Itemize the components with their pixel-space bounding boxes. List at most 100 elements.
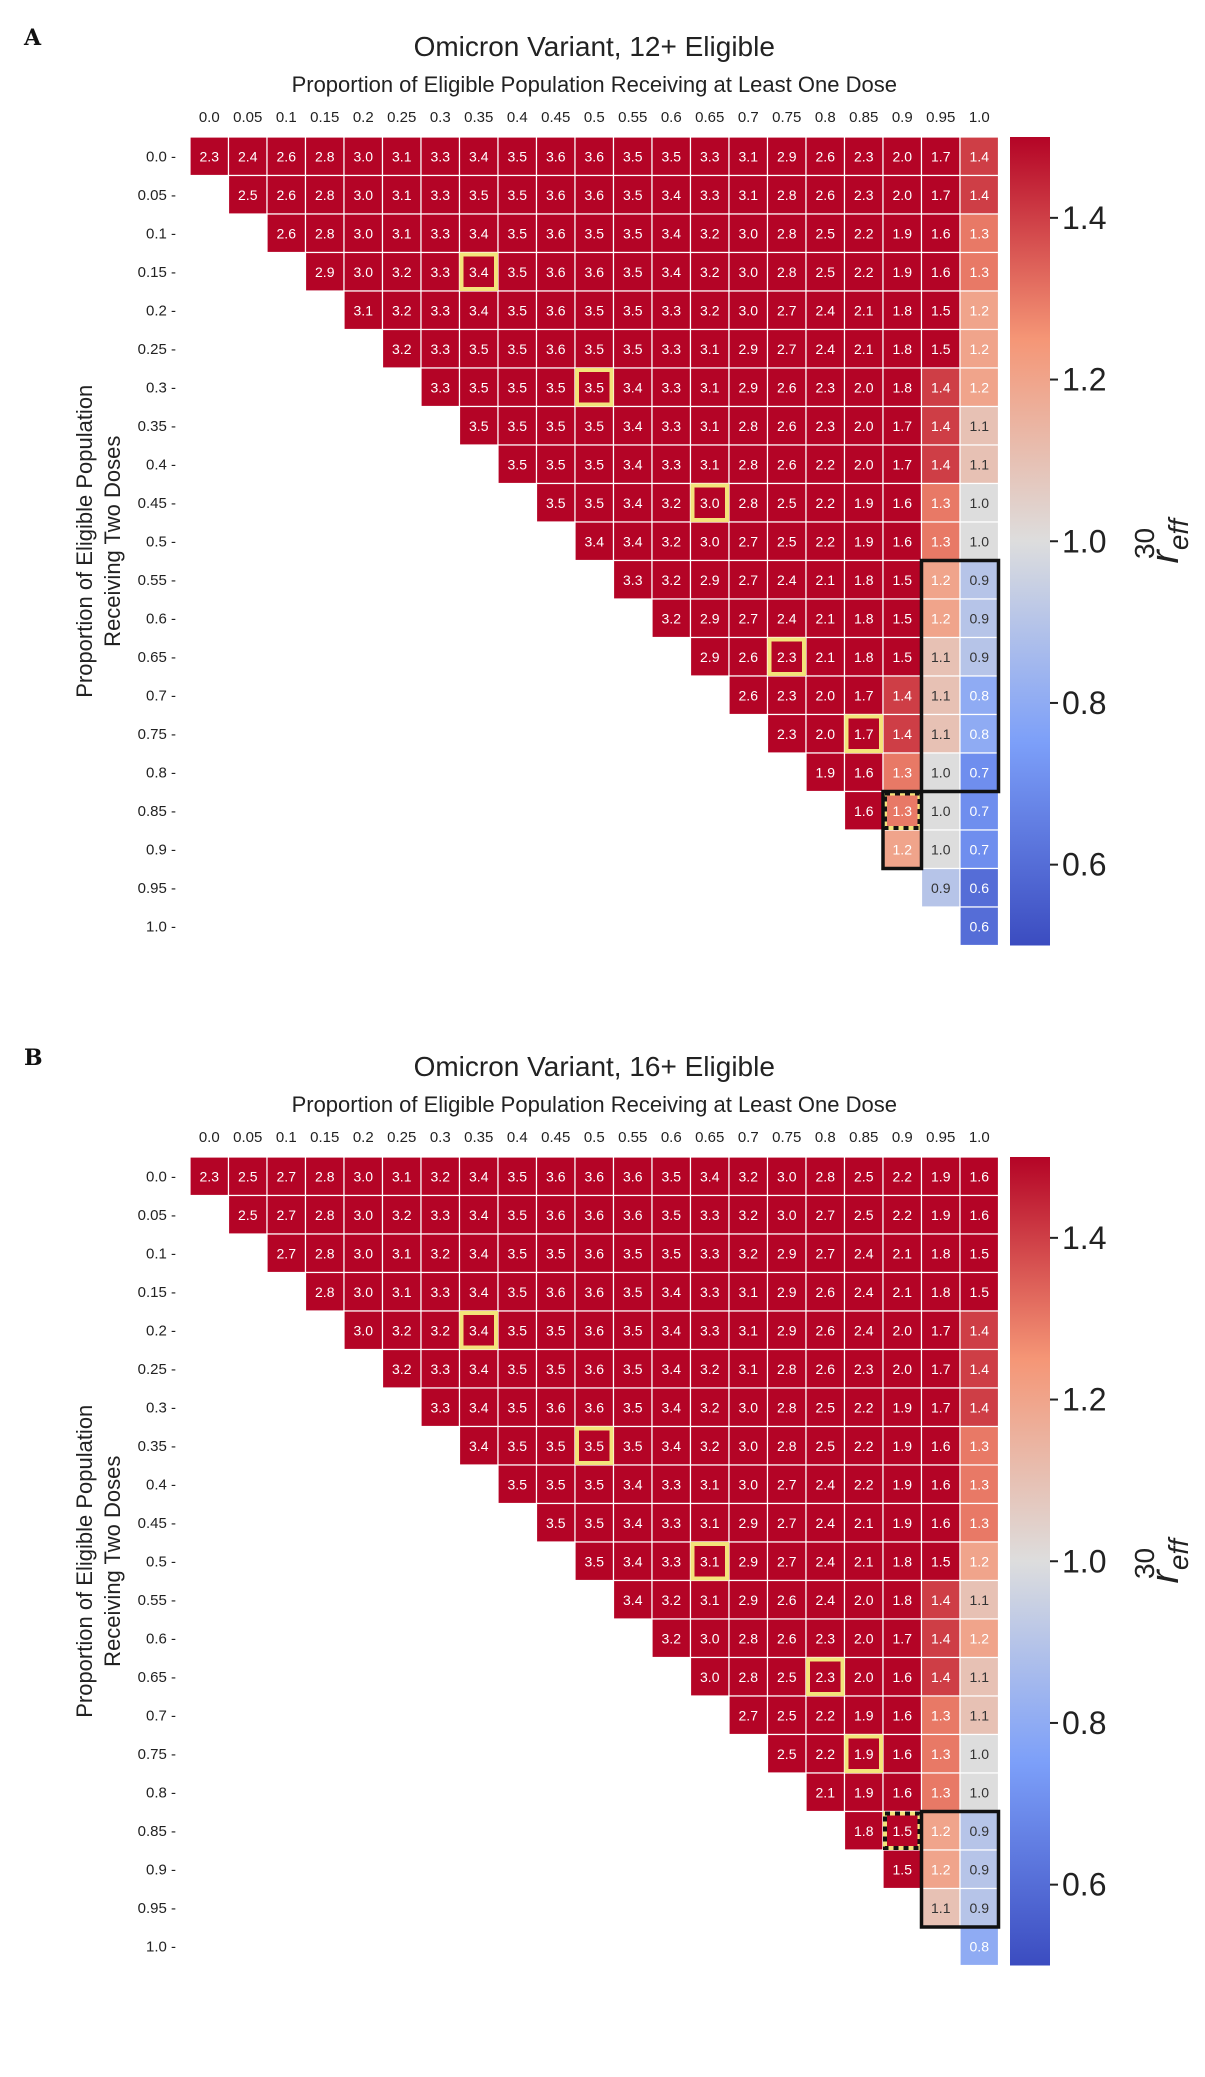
heatmap-cell — [728, 1310, 769, 1351]
cell-value-label: 1.4 — [931, 418, 951, 434]
heatmap-cell — [805, 1425, 846, 1466]
cell-value-label: 2.7 — [777, 341, 797, 357]
cell-value-label: 1.8 — [854, 572, 874, 588]
heatmap-cell — [728, 405, 769, 446]
y-tick-label: 0.2 - — [146, 302, 176, 319]
cell-value-label: 3.3 — [431, 187, 451, 203]
cell-value-label: 1.4 — [970, 1361, 990, 1377]
cell-value-label: 2.7 — [739, 572, 759, 588]
cell-value-label: 2.2 — [816, 456, 836, 472]
cell-value-label: 3.2 — [431, 1245, 451, 1261]
heatmap-cell — [535, 405, 576, 446]
heatmap-cell — [959, 1310, 1000, 1351]
cell-value-label: 1.8 — [893, 1553, 913, 1569]
heatmap-cell — [651, 1618, 692, 1659]
cell-value-label: 2.4 — [777, 610, 797, 626]
heatmap-cell — [689, 1194, 730, 1235]
cell-value-label: 1.4 — [970, 148, 990, 164]
cell-value-label: 2.4 — [816, 1476, 836, 1492]
cell-value-label: 2.2 — [816, 533, 836, 549]
cell-value-label: 2.9 — [315, 264, 335, 280]
x-tick-label: 0.75 — [772, 109, 801, 126]
heatmap-cell — [728, 636, 769, 677]
cell-value-label: 3.6 — [585, 148, 605, 164]
heatmap-cell — [535, 1425, 576, 1466]
cell-value-label: 3.2 — [392, 1207, 412, 1223]
heatmap-cell — [766, 1618, 807, 1659]
cell-value-label: 3.5 — [623, 1284, 643, 1300]
cell-value-label: 3.5 — [508, 341, 528, 357]
cell-value-label: 3.2 — [739, 1245, 759, 1261]
cell-value-label: 2.8 — [777, 1438, 797, 1454]
cell-value-label: 3.4 — [662, 1361, 682, 1377]
x-tick-label: 0.7 — [738, 1129, 759, 1146]
heatmap-cell — [882, 1733, 923, 1774]
heatmap-cell — [805, 1310, 846, 1351]
cell-value-label: 2.3 — [854, 187, 874, 203]
heatmap-cell — [574, 521, 615, 562]
cell-value-label: 2.6 — [739, 687, 759, 703]
heatmap-cell — [497, 1310, 538, 1351]
cell-value-label: 3.5 — [623, 148, 643, 164]
cell-value-label: 1.3 — [931, 495, 951, 511]
heatmap-cell — [689, 1425, 730, 1466]
heatmap-cell — [959, 1541, 1000, 1582]
heatmap-cell — [728, 367, 769, 408]
x-tick-label: 0.65 — [695, 109, 724, 126]
colorbar-tick-label: 1.4 — [1062, 200, 1106, 236]
heatmap-cell — [497, 1464, 538, 1505]
cell-value-label: 3.2 — [392, 302, 412, 318]
heatmap-cell — [882, 1310, 923, 1351]
y-tick-label: 0.05 - — [138, 1207, 176, 1224]
cell-value-label: 0.6 — [970, 880, 990, 896]
cell-value-label: 3.5 — [585, 225, 605, 241]
cell-value-label: 3.4 — [662, 187, 682, 203]
heatmap-cell — [728, 444, 769, 485]
heatmap-cell — [304, 1271, 345, 1312]
cell-value-label: 1.9 — [893, 1476, 913, 1492]
heatmap-cell — [497, 251, 538, 292]
cell-value-label: 3.0 — [700, 1669, 720, 1685]
y-tick-label: 0.15 - — [138, 264, 176, 281]
cell-value-label: 3.6 — [585, 1361, 605, 1377]
heatmap-cell — [843, 752, 884, 793]
heatmap-cell — [728, 328, 769, 369]
cell-value-label: 3.5 — [585, 1515, 605, 1531]
heatmap-cell — [651, 328, 692, 369]
cell-value-label: 2.3 — [200, 148, 220, 164]
x-tick-label: 0.45 — [541, 109, 570, 126]
cell-value-label: 3.5 — [546, 1361, 566, 1377]
heatmap-cell — [766, 1695, 807, 1736]
cell-value-label: 3.0 — [739, 1476, 759, 1492]
cell-value-label: 1.9 — [854, 1707, 874, 1723]
x-axis-label: Proportion of Eligible Population Receiv… — [292, 1092, 897, 1117]
heatmap-cell — [805, 482, 846, 523]
heatmap-cell — [920, 1310, 961, 1351]
cell-value-label: 2.2 — [893, 1207, 913, 1223]
cell-value-label: 3.4 — [469, 1168, 489, 1184]
y-tick-label: 0.3 - — [146, 379, 176, 396]
cell-value-label: 2.1 — [816, 572, 836, 588]
cell-value-label: 3.2 — [700, 1399, 720, 1415]
heatmap-cell — [843, 1618, 884, 1659]
heatmap-cell — [959, 752, 1000, 793]
cell-value-label: 3.2 — [662, 1630, 682, 1646]
cell-value-label: 3.6 — [546, 1399, 566, 1415]
cell-value-label: 2.2 — [854, 1438, 874, 1454]
cell-value-label: 2.0 — [893, 1322, 913, 1338]
y-tick-label: 0.8 - — [146, 764, 176, 781]
cell-value-label: 3.3 — [662, 302, 682, 318]
heatmap-cell — [535, 367, 576, 408]
cell-value-label: 2.3 — [777, 649, 797, 665]
colorbar-label: reff30 — [1129, 516, 1194, 564]
x-tick-label: 1.0 — [969, 1129, 990, 1146]
cell-value-label: 3.5 — [623, 302, 643, 318]
heatmap-cell — [651, 1464, 692, 1505]
heatmap-cell — [843, 675, 884, 716]
heatmap-cell — [766, 1502, 807, 1543]
cell-value-label: 3.0 — [739, 302, 759, 318]
cell-value-label: 2.8 — [315, 1245, 335, 1261]
cell-value-label: 2.0 — [854, 1669, 874, 1685]
cell-value-label: 2.5 — [816, 1438, 836, 1454]
